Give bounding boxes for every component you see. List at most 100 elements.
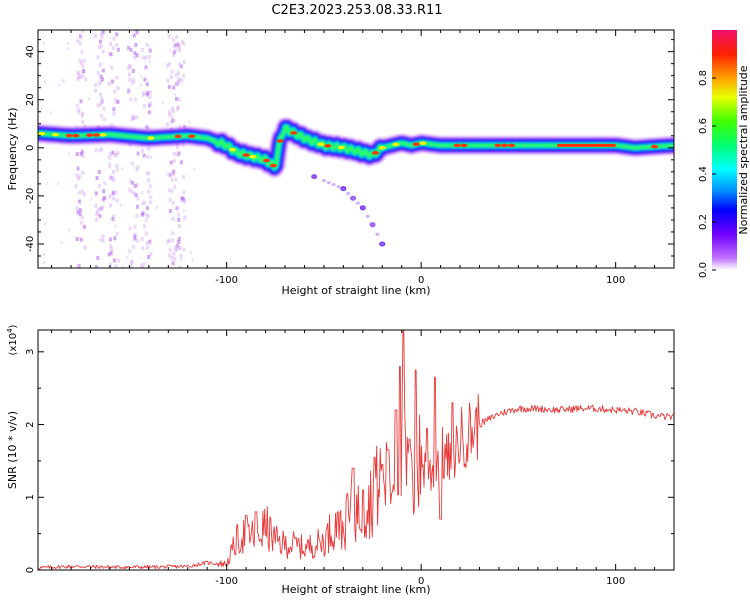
hotspot--90 (242, 153, 250, 157)
speckle-bg-34 (174, 206, 177, 210)
speckle-0-39 (82, 69, 86, 74)
speckle-5-41 (166, 239, 170, 244)
spectrogram-y-label: Frequency (Hz) (6, 108, 19, 191)
speckle-6-54 (174, 246, 178, 251)
snr-x-label: Height of straight line (km) (281, 583, 430, 596)
cb-tick-label-1: 0.2 (698, 214, 709, 230)
snr-y-tick-label-1: 1 (25, 494, 36, 500)
speckle-2-23 (115, 42, 119, 47)
speckle-4-23 (143, 201, 147, 206)
speckle-5-52 (168, 209, 172, 214)
speckle-0-48 (79, 237, 83, 242)
snr-y-tick-label-0: 0 (25, 567, 36, 573)
speckle-2-16 (108, 262, 112, 267)
cb-tick-label-3: 0.6 (698, 118, 709, 134)
speckle-6-12 (177, 48, 181, 53)
speckle-0-32 (79, 220, 83, 225)
speckle-2-31 (108, 151, 112, 156)
speckle-6-34 (180, 196, 184, 201)
cb-tick-label-0: 0.0 (698, 262, 709, 278)
speckle-bg-22 (137, 164, 140, 168)
speckle-2-12 (109, 244, 113, 249)
hotspot--177 (72, 133, 80, 138)
speckle-4-3 (141, 245, 145, 250)
speckle-bg-35 (68, 227, 71, 231)
speckle-2-27 (112, 111, 116, 116)
speckle-bg-26 (66, 41, 69, 45)
speckle-0-15 (81, 64, 85, 69)
hotspot--2 (412, 142, 420, 146)
speckle-3-10 (130, 259, 134, 264)
speckle-4-39 (140, 237, 144, 242)
speckle-3-45 (127, 87, 131, 92)
speckle-2-48 (110, 123, 114, 128)
speckle-5-22 (165, 63, 169, 68)
speckle-4-4 (143, 77, 147, 82)
speckle-1-21 (102, 106, 106, 111)
y-tick-label-4: 40 (25, 45, 36, 58)
speckle-5-42 (167, 34, 171, 39)
speckle-4-29 (147, 189, 151, 194)
speckle-4-51 (145, 171, 149, 176)
speckle-6-27 (177, 212, 181, 217)
weak-trace-0 (311, 174, 318, 180)
speckle-6-42 (177, 224, 181, 229)
speckle-2-36 (116, 47, 120, 52)
speckle-0-49 (79, 99, 83, 104)
speckle-bg-52 (67, 152, 70, 156)
speckle-6-17 (175, 244, 179, 249)
speckle-bg-4 (77, 264, 80, 268)
speckle-5-27 (166, 78, 170, 83)
hotspot-19 (453, 143, 461, 148)
speckle-2-14 (116, 150, 120, 155)
speckle-bg-59 (57, 182, 60, 186)
speckle-1-47 (100, 99, 104, 104)
speckle-1-43 (95, 210, 99, 215)
speckle-4-42 (146, 245, 150, 250)
speckle-3-31 (133, 224, 137, 229)
speckle-1-37 (100, 147, 104, 152)
speckle-2-11 (110, 247, 114, 252)
speckle-4-19 (145, 212, 149, 217)
speckle-bg-24 (156, 206, 159, 210)
speckle-4-1 (145, 82, 149, 87)
hotspot--125 (174, 134, 182, 139)
speckle-2-25 (110, 79, 114, 84)
speckle-0-52 (74, 183, 78, 188)
speckle-4-20 (147, 146, 151, 151)
hotspot--51 (317, 142, 325, 147)
speckle-bg-44 (174, 92, 177, 96)
speckle-5-54 (172, 169, 176, 174)
speckle-3-43 (133, 233, 137, 238)
speckle-3-32 (136, 151, 140, 156)
speckle-bg-9 (84, 123, 87, 127)
speckle-6-26 (175, 152, 179, 157)
speckle-4-46 (148, 239, 152, 244)
speckle-3-3 (128, 249, 132, 254)
snr-frame (37, 329, 675, 571)
speckle-2-34 (112, 36, 116, 41)
speckle-4-44 (142, 103, 146, 108)
speckle-2-30 (115, 85, 119, 90)
speckle-1-48 (94, 203, 98, 208)
speckle-4-33 (145, 126, 149, 131)
speckle-2-2 (108, 237, 112, 242)
speckle-5-9 (173, 158, 177, 163)
speckle-6-43 (182, 59, 186, 64)
hotspot--76 (269, 163, 277, 168)
speckle-3-50 (127, 64, 131, 69)
speckle-5-3 (167, 62, 171, 67)
speckle-bg-32 (180, 258, 183, 262)
speckle-5-17 (170, 238, 174, 243)
speckle-2-45 (114, 152, 118, 157)
speckle-5-13 (173, 256, 177, 261)
speckle-5-5 (173, 43, 177, 48)
speckle-5-48 (167, 253, 171, 258)
speckle-bg-2 (188, 120, 191, 124)
spectrogram-panel: -100 0 100 -40 -20 0 20 40 Height of straight l… (6, 29, 675, 297)
speckle-bg-10 (66, 47, 69, 51)
speckle-0-24 (81, 120, 85, 125)
speckle-5-15 (169, 120, 173, 125)
speckle-4-31 (149, 101, 153, 106)
